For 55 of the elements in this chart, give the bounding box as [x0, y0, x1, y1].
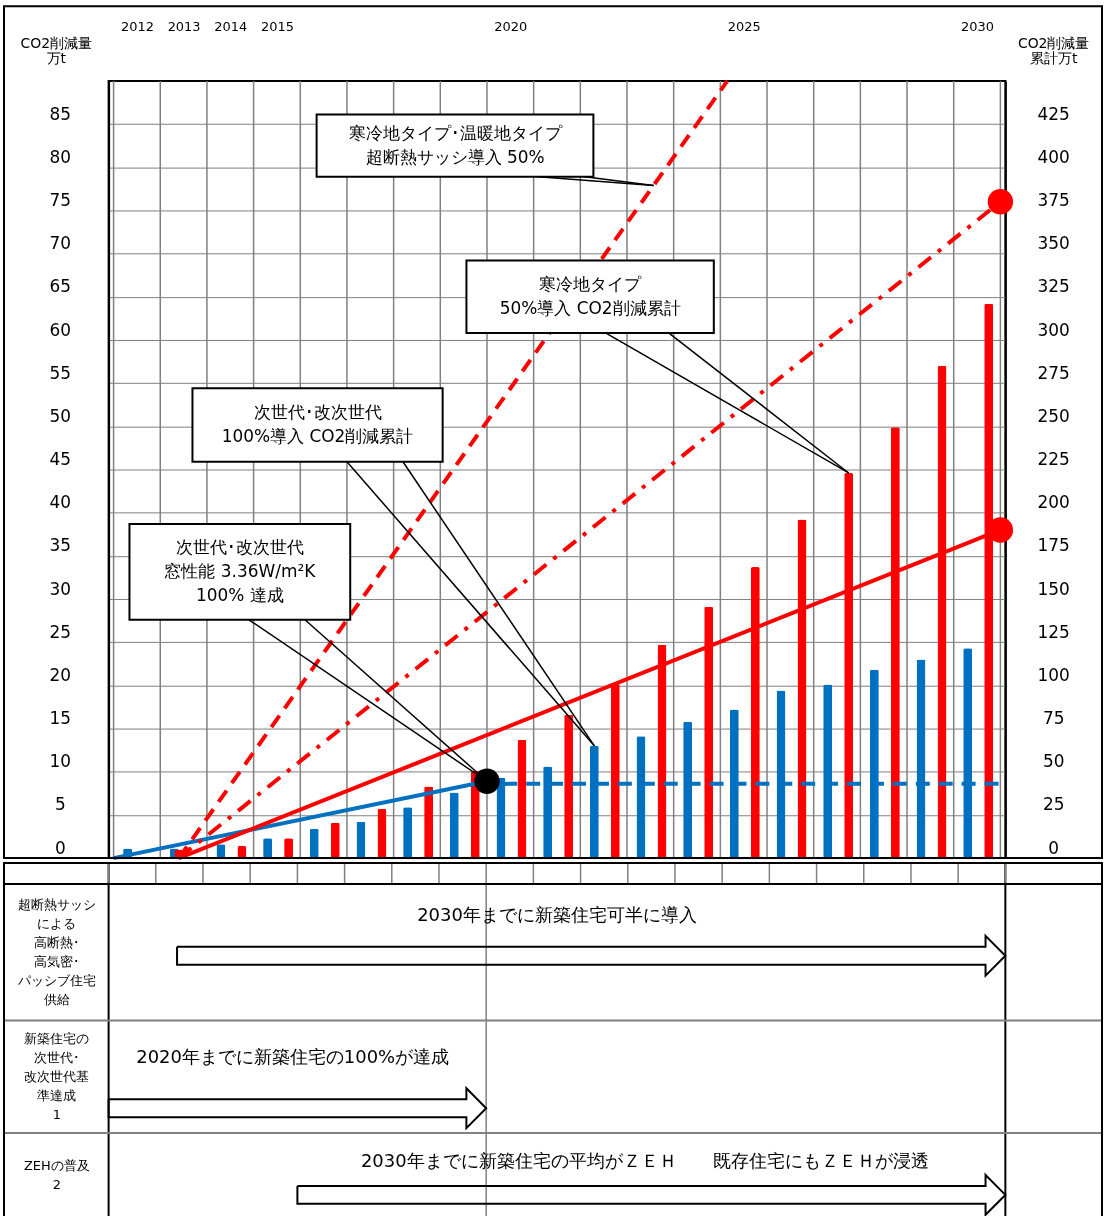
y-tick-label: 0	[54, 837, 66, 858]
y-tick-label: 70	[49, 233, 72, 254]
y2-tick-label: 225	[1037, 449, 1070, 470]
y2-tick-label: 425	[1037, 103, 1070, 124]
y2-axis-title: CO2削減量累計万t	[1017, 34, 1090, 67]
y-tick-label: 10	[49, 751, 72, 772]
text: 2030年までに新築住宅の平均がＺＥＨ 既存住宅にもＺＥＨが浸透	[360, 1149, 929, 1171]
y2-tick-label: 0	[1048, 837, 1060, 858]
x-tick-label: 2030	[961, 18, 995, 34]
text: 超断熱サッシによる高断熱･高気密･パッシブ住宅供給	[16, 896, 96, 1007]
y-tick-label: 50	[49, 405, 72, 426]
y-tick-label: 35	[49, 535, 72, 556]
y2-tick-label: 350	[1037, 233, 1070, 254]
annotation: 次世代･改次世代窓性能 3.36W/m²K100% 達成	[164, 536, 317, 605]
y-tick-label: 15	[49, 708, 72, 729]
y2-tick-label: 50	[1042, 751, 1065, 772]
annotation: 次世代･改次世代100%導入 CO2削減累計	[221, 402, 414, 446]
y-tick-label: 20	[49, 664, 72, 685]
x-tick-label: 2014	[214, 18, 248, 34]
y2-tick-label: 25	[1042, 794, 1065, 815]
y-tick-label: 85	[49, 103, 72, 124]
y2-tick-label: 375	[1037, 189, 1070, 210]
y-tick-label: 25	[49, 621, 72, 642]
y-tick-label: 5	[54, 794, 66, 815]
y2-tick-label: 325	[1037, 276, 1070, 297]
text: 2030年までに新築住宅可半に導入	[417, 903, 697, 925]
y2-tick-label: 125	[1037, 621, 1070, 642]
y-tick-label: 40	[49, 492, 72, 513]
y2-tick-label: 100	[1037, 664, 1070, 685]
annotation: 寒冷地タイプ50%導入 CO2削減累計	[499, 273, 681, 318]
x-tick-label: 2012	[120, 18, 154, 34]
y2-tick-label: 250	[1037, 405, 1070, 426]
y-axis-title: CO2削減量万t	[20, 34, 93, 67]
y-tick-label: 55	[49, 362, 72, 383]
text: 新築住宅の次世代･改次世代基準達成1	[24, 1030, 90, 1122]
y-tick-label: 65	[49, 276, 72, 297]
y-tick-label: 45	[49, 449, 72, 470]
y-tick-label: 60	[49, 319, 72, 340]
annotation: 寒冷地タイプ･温暖地タイプ超断熱サッシ導入 50%	[348, 122, 563, 167]
x-tick-label: 2015	[260, 18, 294, 34]
text: 2020年までに新築住宅の100%が達成	[136, 1046, 450, 1068]
y2-tick-label: 175	[1037, 535, 1070, 556]
x-tick-label: 2013	[167, 18, 201, 34]
y-tick-label: 75	[49, 189, 72, 210]
y2-tick-label: 75	[1042, 708, 1065, 729]
y2-tick-label: 275	[1037, 362, 1070, 383]
y2-tick-label: 300	[1037, 319, 1070, 340]
y-tick-label: 80	[49, 146, 72, 167]
y2-tick-label: 200	[1037, 492, 1070, 513]
x-tick-label: 2025	[727, 18, 761, 34]
y-tick-label: 30	[49, 578, 72, 599]
y2-tick-label: 400	[1037, 146, 1070, 167]
text: ZEHの普及2	[23, 1157, 90, 1192]
y2-tick-label: 150	[1037, 578, 1070, 599]
x-tick-label: 2020	[494, 18, 528, 34]
